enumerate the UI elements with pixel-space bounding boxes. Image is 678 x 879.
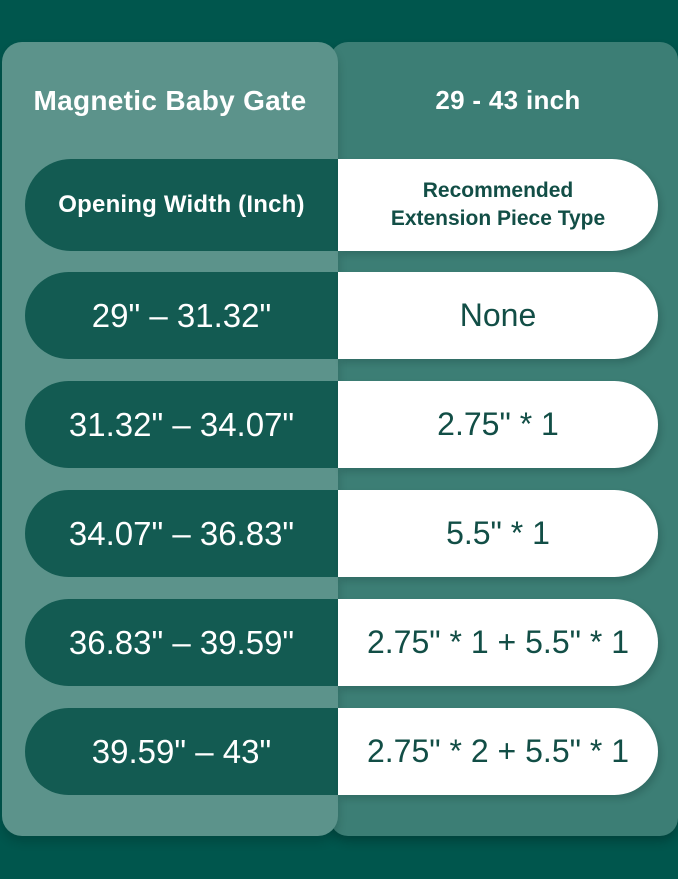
row-4-extension-cell: 2.75" * 1 + 5.5" * 1 <box>338 599 658 686</box>
column-header-extension-line2: Extension Piece Type <box>390 207 606 230</box>
column-header-extension-type: Recommended Extension Piece Type <box>338 159 658 251</box>
row-1-width-cell: 29" – 31.32" <box>25 272 338 359</box>
column-header-opening-width: Opening Width (Inch) <box>25 159 338 251</box>
table-row: 36.83" – 39.59" 2.75" * 1 + 5.5" * 1 <box>25 599 658 686</box>
row-2-width-cell: 31.32" – 34.07" <box>25 381 338 468</box>
row-5-width-cell: 39.59" – 43" <box>25 708 338 795</box>
column-header-extension-line1: Recommended <box>422 178 574 202</box>
table-header-row: Opening Width (Inch) Recommended Extensi… <box>25 159 658 251</box>
row-1-extension-cell: None <box>338 272 658 359</box>
table-row: 39.59" – 43" 2.75" * 2 + 5.5" * 1 <box>25 708 658 795</box>
row-3-extension-cell: 5.5" * 1 <box>338 490 658 577</box>
table-row: 29" – 31.32" None <box>25 272 658 359</box>
row-4-width-cell: 36.83" – 39.59" <box>25 599 338 686</box>
row-5-extension-cell: 2.75" * 2 + 5.5" * 1 <box>338 708 658 795</box>
table-row: 31.32" – 34.07" 2.75" * 1 <box>25 381 658 468</box>
row-3-width-cell: 34.07" – 36.83" <box>25 490 338 577</box>
size-range: 29 - 43 inch <box>435 85 581 115</box>
row-2-extension-cell: 2.75" * 1 <box>338 381 658 468</box>
product-title: Magnetic Baby Gate <box>33 84 307 116</box>
table-row: 34.07" – 36.83" 5.5" * 1 <box>25 490 658 577</box>
